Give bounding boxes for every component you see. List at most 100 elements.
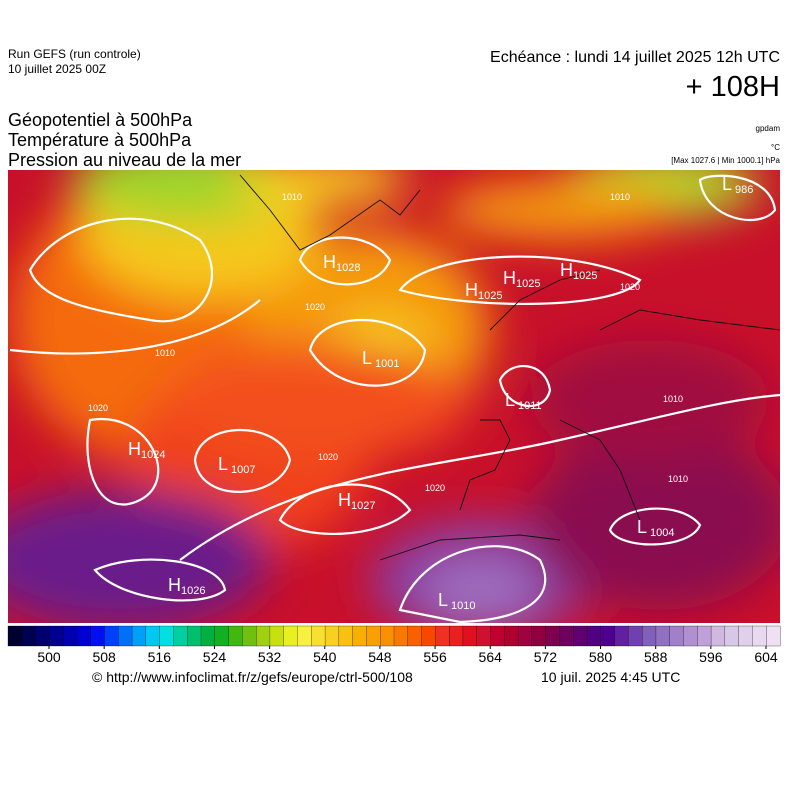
center-value: 1010: [451, 600, 475, 612]
colorbar-swatch: [324, 625, 340, 647]
map: [8, 170, 780, 623]
center-kind: L: [362, 348, 372, 368]
isobar-label: 1020: [305, 302, 325, 312]
colorbar-swatch: [90, 625, 105, 647]
isobar-labels: 1010 1020 1020 1020 1010 1010 1020 1010 1010 1020: [88, 192, 688, 493]
center-value: 1025: [573, 270, 597, 282]
colorbar-swatch: [641, 625, 657, 647]
isobar-label: 1010: [282, 192, 302, 202]
colorbar-swatch: [62, 625, 78, 647]
colorbar-swatch: [393, 625, 409, 647]
center-value: 1025: [478, 290, 502, 302]
colorbar-swatch: [76, 625, 92, 647]
colorbar-swatch: [338, 625, 354, 647]
pressure-range: [Max 1027.6 | Min 1000.1] hPa: [671, 156, 780, 165]
run: Run GEFS (run controle): [8, 47, 141, 61]
colorbar-swatch: [283, 625, 298, 647]
center-value: 1027: [351, 500, 375, 512]
center-value: 1028: [336, 262, 360, 274]
center-value: 1011: [518, 400, 542, 412]
colorbar-swatch: [269, 625, 285, 647]
colorbar-swatch: [683, 625, 698, 647]
field: Pression au niveau de la mer: [8, 150, 241, 170]
field: Température à 500hPa: [8, 130, 192, 150]
colorbar-swatch: [104, 625, 119, 647]
isobar-label: 1020: [318, 452, 338, 462]
isobar-label: 1010: [668, 474, 688, 484]
colorbar-swatch: [600, 625, 616, 647]
colorbar-label: 540: [313, 649, 337, 665]
colorbar-swatch: [255, 625, 271, 647]
colorbar-swatch: [614, 625, 629, 647]
isobar-label: 1020: [88, 403, 108, 413]
generated: 10 juil. 2025 4:45 UTC: [541, 669, 680, 685]
colorbar-swatch: [504, 625, 519, 647]
center-kind: H: [338, 490, 351, 510]
colorbar-swatch: [297, 625, 312, 647]
colorbar-label: 572: [534, 649, 558, 665]
colorbar-swatch: [228, 625, 243, 647]
center-kind: H: [128, 439, 141, 459]
colorbar-swatch: [545, 625, 560, 647]
colorbar-swatch: [187, 625, 202, 647]
colorbar-swatch: [531, 625, 547, 647]
colorbar-swatch: [490, 625, 505, 647]
center-kind: L: [637, 517, 647, 537]
colorbar-swatch: [752, 625, 767, 647]
colorbar-swatch: [242, 625, 257, 647]
colorbar-swatch: [448, 625, 464, 647]
colorbar-swatch: [366, 625, 381, 647]
isobar-label: 1020: [620, 282, 640, 292]
colorbar-swatch: [173, 625, 188, 647]
colorbar-label: 516: [148, 649, 172, 665]
colorbar-swatch: [573, 625, 588, 647]
center-kind: H: [465, 280, 478, 300]
center-kind: H: [168, 575, 181, 595]
source: © http://www.infoclimat.fr/z/gefs/europe…: [92, 669, 413, 685]
isobar-label: 1010: [663, 394, 683, 404]
colorbar-swatch: [49, 625, 64, 647]
center-value: 1026: [181, 585, 205, 597]
colorbar-label: 508: [92, 649, 116, 665]
unit: °C: [771, 143, 780, 152]
colorbar-swatch: [214, 625, 230, 647]
isobar-label: 1020: [425, 483, 445, 493]
center-value: 1007: [231, 464, 255, 476]
center-kind: L: [722, 174, 732, 194]
colorbar-swatch: [710, 625, 726, 647]
run-date: 10 juillet 2025 00Z: [8, 62, 106, 76]
colorbar: 500 508 516 524 532 540 548 556 564 572 580 588 596 6…: [7, 625, 781, 665]
center-kind: H: [503, 268, 516, 288]
valid-time: Echéance : lundi 14 juillet 2025 12h UTC: [490, 49, 780, 66]
colorbar-swatch: [628, 625, 643, 647]
colorbar-label: 580: [589, 649, 613, 665]
colorbar-label: 532: [258, 649, 282, 665]
colorbar-label: 604: [754, 649, 778, 665]
colorbar-swatch: [586, 625, 602, 647]
colorbar-swatch: [21, 625, 37, 647]
center-kind: L: [438, 590, 448, 610]
colorbar-swatch: [200, 625, 216, 647]
isobar-label: 1010: [610, 192, 630, 202]
center-kind: H: [323, 252, 336, 272]
colorbar-label: 548: [368, 649, 392, 665]
center-value: 1001: [375, 358, 399, 370]
colorbar-label: 500: [37, 649, 61, 665]
colorbar-swatch: [407, 625, 423, 647]
colorbar-swatch: [738, 625, 753, 647]
colorbar-label: 556: [423, 649, 447, 665]
isobar-label: 1010: [155, 348, 175, 358]
colorbar-swatch: [655, 625, 671, 647]
colorbar-swatch: [517, 625, 533, 647]
colorbar-label: 564: [479, 649, 503, 665]
colorbar-swatch: [7, 625, 23, 647]
center-value: 1025: [516, 278, 540, 290]
colorbar-label: 596: [699, 649, 723, 665]
colorbar-swatch: [435, 625, 450, 647]
colorbar-swatch: [462, 625, 478, 647]
center-value: 1024: [141, 449, 165, 461]
center-kind: H: [560, 260, 573, 280]
colorbar-swatch: [476, 625, 491, 647]
